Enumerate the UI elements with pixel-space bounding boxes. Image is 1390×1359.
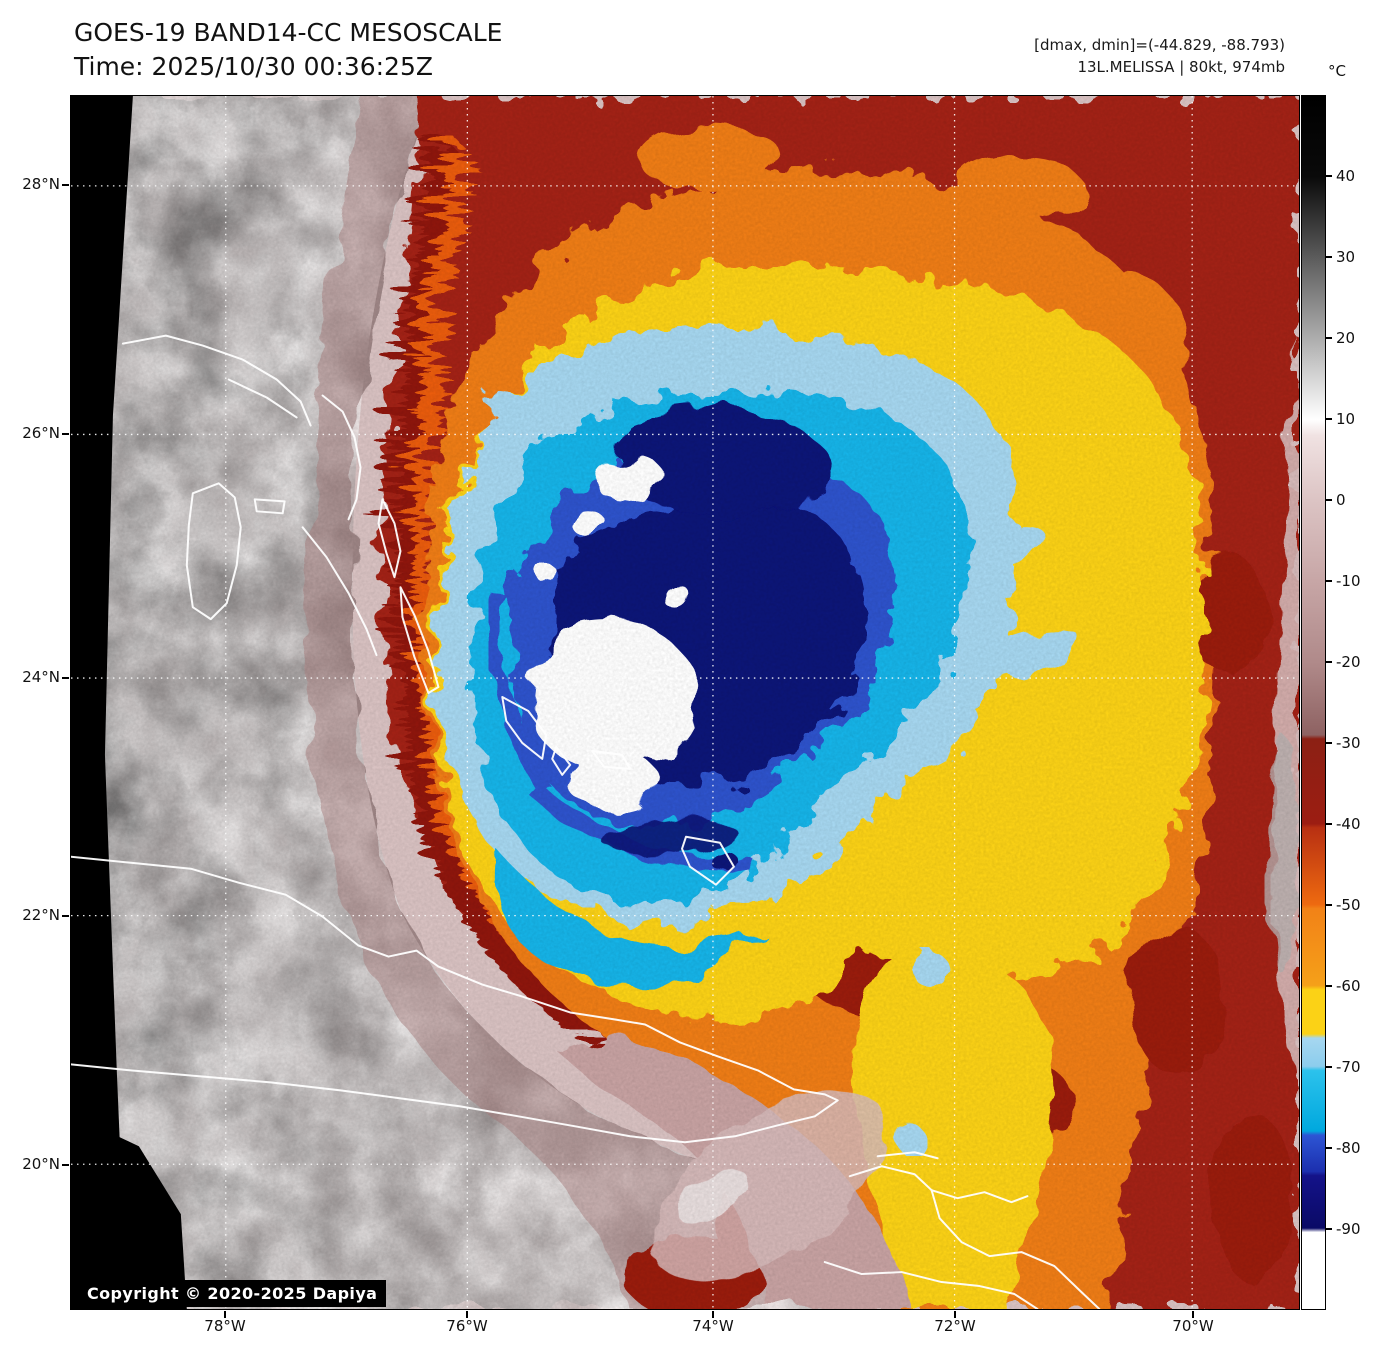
lon-axis-tick bbox=[712, 1311, 714, 1318]
colorbar-tick-label: -10 bbox=[1336, 572, 1361, 590]
copyright-badge: Copyright © 2020-2025 Dapiya bbox=[78, 1280, 387, 1307]
lat-axis-tick bbox=[62, 915, 69, 917]
colorbar-unit-label: °C bbox=[1328, 62, 1346, 80]
storm-info-label: 13L.MELISSA | 80kt, 974mb bbox=[1077, 58, 1285, 76]
colorbar-tick-label: -80 bbox=[1336, 1139, 1361, 1157]
colorbar-tick-mark bbox=[1326, 742, 1332, 744]
colorbar-tick-label: 20 bbox=[1336, 329, 1356, 347]
satellite-map bbox=[70, 95, 1300, 1310]
lat-axis-label: 24°N bbox=[22, 668, 60, 686]
lon-axis-label: 70°W bbox=[1172, 1317, 1214, 1335]
lat-axis-tick bbox=[62, 1164, 69, 1166]
colorbar-tick-mark bbox=[1326, 904, 1332, 906]
dmax-dmin-label: [dmax, dmin]=(-44.829, -88.793) bbox=[1034, 36, 1285, 54]
lat-axis-tick bbox=[62, 677, 69, 679]
colorbar-tick-mark bbox=[1326, 418, 1332, 420]
lon-axis-tick bbox=[466, 1311, 468, 1318]
colorbar-tick-label: -60 bbox=[1336, 977, 1361, 995]
lon-axis-label: 78°W bbox=[204, 1317, 246, 1335]
colorbar-tick-mark bbox=[1326, 661, 1332, 663]
lat-axis-tick bbox=[62, 433, 69, 435]
header-meta: [dmax, dmin]=(-44.829, -88.793) 13L.MELI… bbox=[1034, 34, 1285, 78]
coastlines bbox=[71, 334, 1101, 1309]
colorbar-tick-mark bbox=[1326, 985, 1332, 987]
colorbar-tick-label: -40 bbox=[1336, 815, 1361, 833]
lon-axis-tick bbox=[224, 1311, 226, 1318]
lon-axis-label: 76°W bbox=[446, 1317, 488, 1335]
colorbar-tick-label: 0 bbox=[1336, 491, 1346, 509]
colorbar-tick-mark bbox=[1326, 1066, 1332, 1068]
lon-axis-label: 72°W bbox=[934, 1317, 976, 1335]
colorbar-tick-label: -50 bbox=[1336, 896, 1361, 914]
lat-axis-label: 26°N bbox=[22, 424, 60, 442]
lat-axis-label: 20°N bbox=[22, 1155, 60, 1173]
graticule-grid bbox=[71, 96, 1299, 1309]
sensor-grain-overlay bbox=[71, 96, 1299, 1309]
lat-axis-label: 28°N bbox=[22, 175, 60, 193]
colorbar-tick-mark bbox=[1326, 256, 1332, 258]
colorbar-tick-label: 10 bbox=[1336, 410, 1356, 428]
lat-axis-tick bbox=[62, 184, 69, 186]
colorbar-tick-label: 40 bbox=[1336, 167, 1356, 185]
colorbar-tick-mark bbox=[1326, 1228, 1332, 1230]
page-title: GOES-19 BAND14-CC MESOSCALE bbox=[74, 18, 503, 47]
satellite-image bbox=[71, 96, 1299, 1309]
lon-axis-tick bbox=[954, 1311, 956, 1318]
colorbar-tick-label: -70 bbox=[1336, 1058, 1361, 1076]
colorbar-tick-mark bbox=[1326, 175, 1332, 177]
lon-axis-tick bbox=[1192, 1311, 1194, 1318]
colorbar-tick-label: -20 bbox=[1336, 653, 1361, 671]
colorbar-tick-mark bbox=[1326, 1147, 1332, 1149]
colorbar-tick-mark bbox=[1326, 580, 1332, 582]
colorbar-tick-label: -30 bbox=[1336, 734, 1361, 752]
colorbar-tick-label: -90 bbox=[1336, 1220, 1361, 1238]
colorbar-tick-mark bbox=[1326, 337, 1332, 339]
temperature-colorbar bbox=[1301, 95, 1326, 1310]
lat-axis-label: 22°N bbox=[22, 906, 60, 924]
colorbar-tick-label: 30 bbox=[1336, 248, 1356, 266]
colorbar-tick-mark bbox=[1326, 823, 1332, 825]
colorbar-tick-mark bbox=[1326, 499, 1332, 501]
lon-axis-label: 74°W bbox=[692, 1317, 734, 1335]
timestamp-label: Time: 2025/10/30 00:36:25Z bbox=[74, 52, 433, 81]
